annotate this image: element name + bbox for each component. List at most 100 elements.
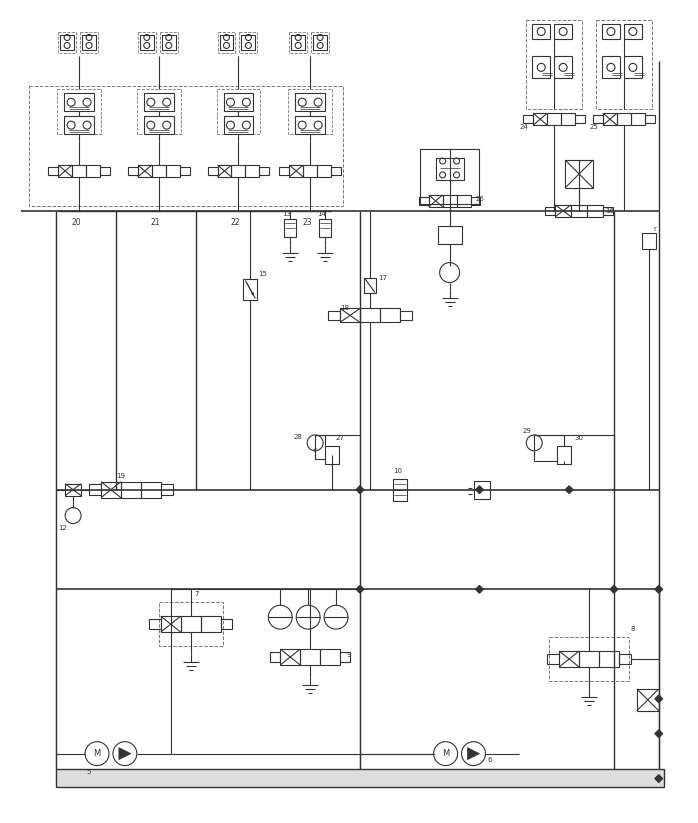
Bar [29, 86, 343, 206]
Bar [144, 116, 174, 134]
Bar [331, 167, 341, 175]
Bar [561, 114, 575, 125]
Bar [317, 165, 331, 177]
Bar [645, 115, 655, 123]
Bar [320, 649, 340, 665]
Bar [295, 116, 325, 134]
Bar [602, 24, 620, 40]
Bar [429, 195, 443, 207]
Bar [270, 652, 281, 663]
Bar [284, 219, 296, 237]
Bar [419, 149, 480, 204]
Bar [58, 31, 76, 53]
Text: 18: 18 [340, 305, 349, 311]
Bar [162, 35, 176, 50]
Bar [631, 114, 645, 125]
Text: r: r [654, 226, 657, 232]
Bar [219, 35, 233, 50]
Bar [443, 195, 456, 207]
Bar [340, 309, 360, 323]
Bar [223, 93, 253, 111]
Bar [161, 485, 172, 495]
Bar [624, 24, 642, 40]
Bar [547, 653, 559, 664]
Bar [64, 116, 94, 134]
Bar [289, 31, 307, 53]
Polygon shape [565, 486, 573, 494]
Bar [565, 160, 593, 188]
Bar [279, 167, 289, 175]
Text: 30: 30 [574, 435, 583, 441]
Bar [216, 89, 260, 134]
Bar [121, 481, 141, 498]
Bar [48, 167, 58, 175]
Bar [475, 481, 491, 499]
Bar [82, 35, 96, 50]
Bar [419, 197, 429, 205]
Bar [181, 616, 200, 632]
Bar [311, 31, 329, 53]
Bar [380, 309, 400, 323]
Text: 22: 22 [230, 218, 240, 227]
Bar [57, 89, 101, 134]
Bar [72, 165, 86, 177]
Polygon shape [475, 486, 484, 494]
Bar [470, 197, 480, 205]
Bar [602, 57, 620, 78]
Bar [554, 57, 572, 78]
Bar [289, 165, 303, 177]
Bar [160, 31, 178, 53]
Polygon shape [468, 747, 480, 760]
Text: 20: 20 [71, 218, 81, 227]
Bar [165, 165, 179, 177]
Text: 25: 25 [589, 124, 597, 130]
Bar [65, 484, 81, 495]
Bar [137, 89, 181, 134]
Bar [281, 649, 300, 665]
Bar [555, 205, 571, 216]
Bar [223, 116, 253, 134]
Text: 28: 28 [293, 434, 302, 440]
Bar [533, 24, 550, 40]
Polygon shape [356, 486, 364, 494]
Bar [246, 165, 260, 177]
Text: 12: 12 [58, 524, 67, 531]
Bar [58, 165, 72, 177]
Bar [141, 481, 161, 498]
Bar [179, 167, 190, 175]
Bar [364, 277, 376, 294]
Bar [603, 114, 617, 125]
Bar [242, 35, 255, 50]
Bar [200, 616, 221, 632]
Bar [547, 114, 561, 125]
Bar [599, 651, 619, 667]
Text: 27: 27 [335, 435, 344, 441]
Bar [140, 35, 154, 50]
Text: 29: 29 [522, 428, 531, 434]
Text: 26: 26 [475, 196, 484, 202]
Bar [524, 115, 533, 123]
Bar [619, 653, 631, 664]
Bar [303, 165, 317, 177]
Bar [549, 637, 629, 681]
Bar [340, 652, 350, 663]
Text: M: M [94, 749, 101, 758]
Bar [149, 619, 161, 630]
Text: 7: 7 [195, 591, 199, 597]
Bar [593, 115, 603, 123]
Bar [526, 20, 582, 109]
Bar [128, 167, 138, 175]
Text: 6: 6 [487, 756, 492, 763]
Bar [300, 649, 320, 665]
Bar [579, 651, 599, 667]
Polygon shape [655, 774, 662, 783]
Bar [218, 31, 235, 53]
Text: 19: 19 [116, 472, 125, 479]
Bar [554, 24, 572, 40]
Bar [559, 651, 579, 667]
Bar [288, 89, 332, 134]
Bar [325, 446, 339, 464]
Bar [596, 20, 652, 109]
Bar [571, 205, 587, 216]
Bar [456, 195, 470, 207]
